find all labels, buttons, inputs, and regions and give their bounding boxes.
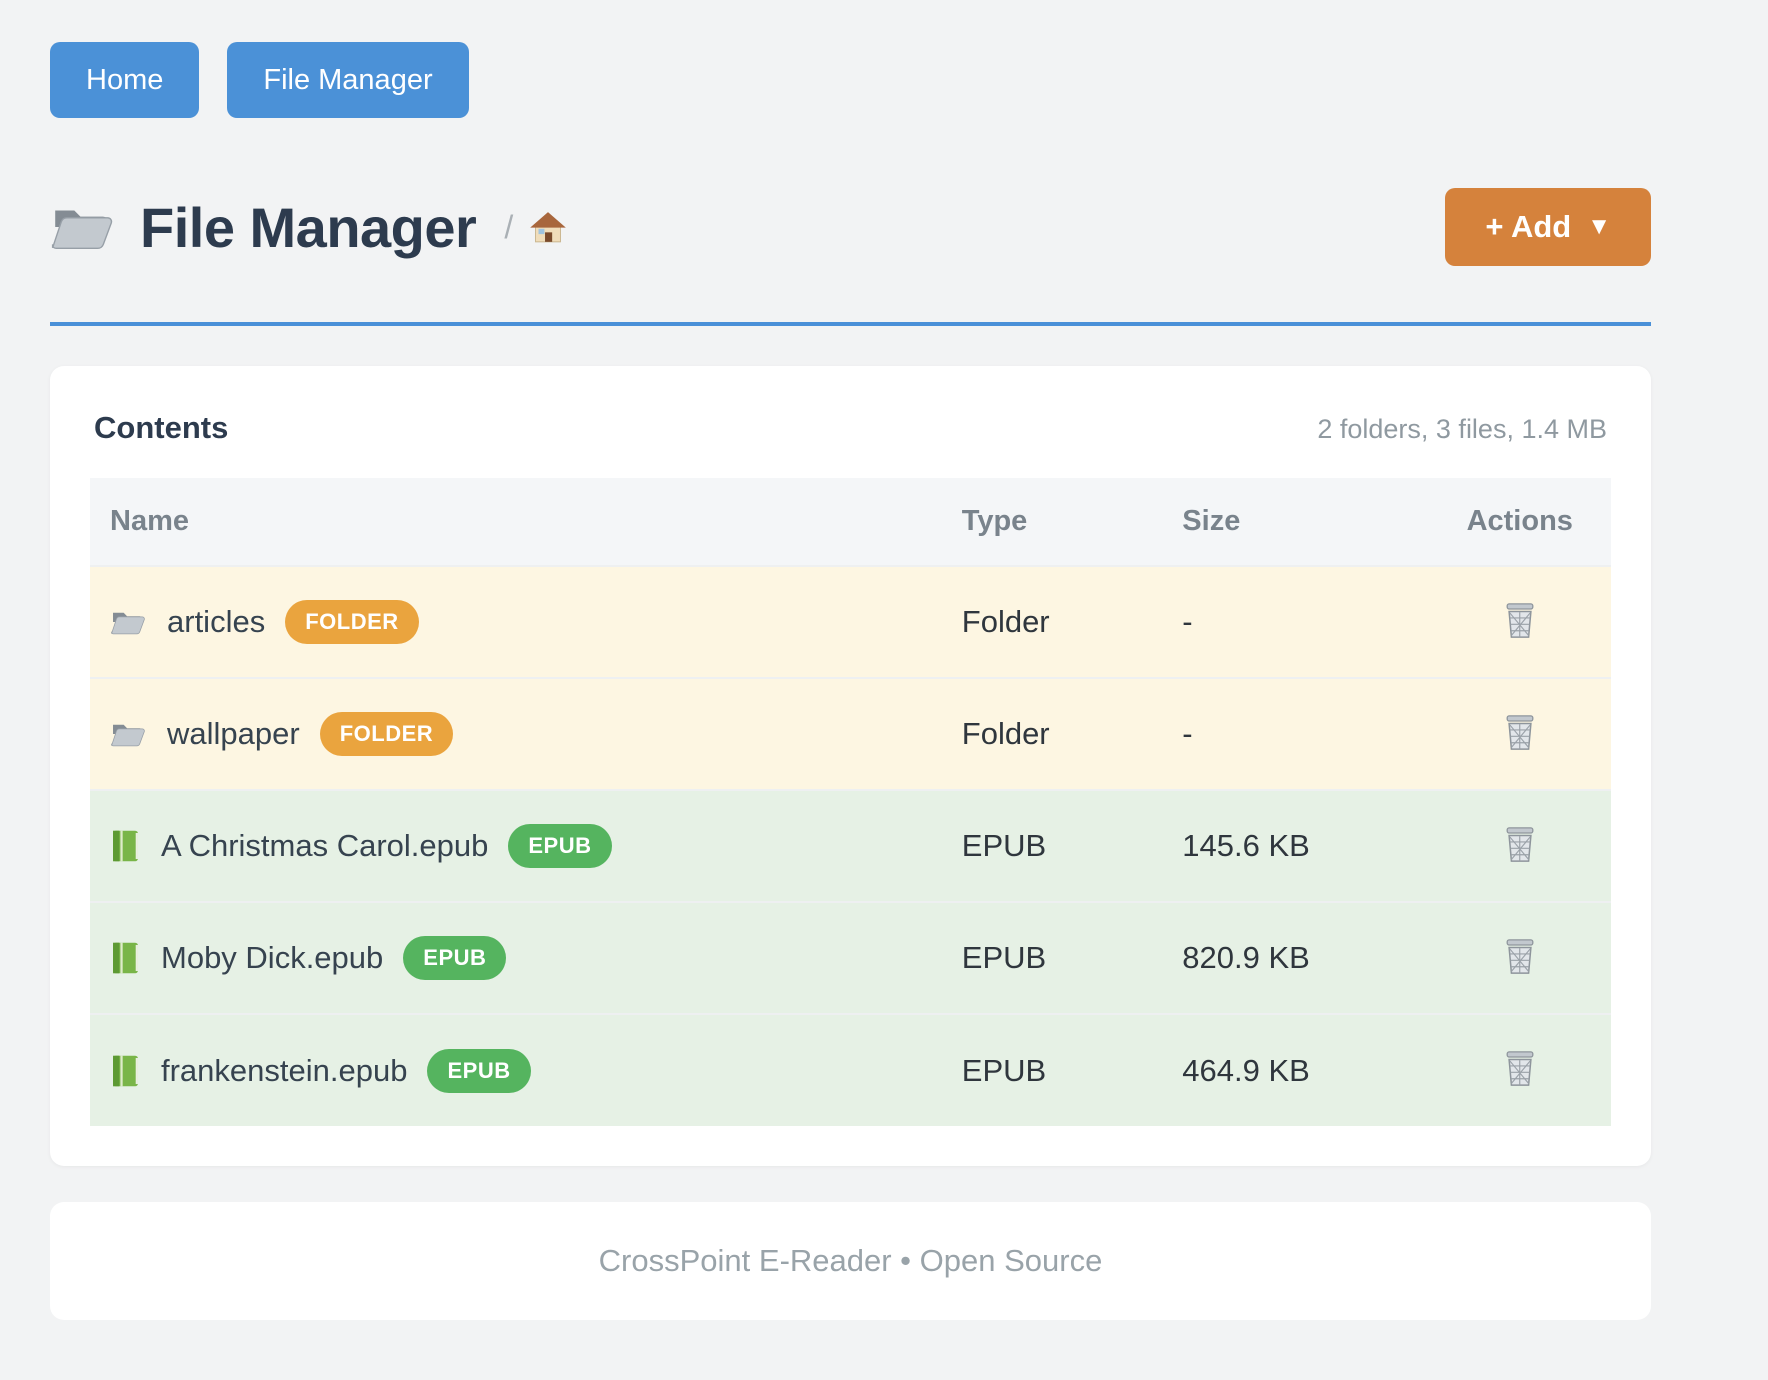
table-row: articles FOLDER Folder - [90,565,1611,678]
home-nav-button[interactable]: Home [50,42,200,118]
column-header-size: Size [1162,478,1429,566]
contents-card-header: Contents 2 folders, 3 files, 1.4 MB [90,410,1611,446]
file-name-link[interactable]: frankenstein.epub [161,1052,408,1088]
epub-badge: EPUB [403,936,507,980]
folder-icon [110,607,147,637]
epub-badge: EPUB [427,1048,531,1093]
file-size: 464.9 KB [1162,1013,1429,1126]
file-size: 820.9 KB [1162,901,1429,1014]
file-type: EPUB [941,901,1163,1014]
delete-button[interactable] [1498,932,1542,984]
trash-icon [1502,1048,1538,1089]
chevron-down-icon: ▼ [1587,213,1611,240]
table-row: wallpaper FOLDER Folder - [90,677,1611,790]
column-header-actions: Actions [1428,478,1611,566]
add-button-label: + Add [1485,209,1572,244]
trash-icon [1502,824,1538,865]
file-type: Folder [941,677,1163,790]
title-divider [50,322,1651,326]
trash-icon [1502,600,1538,641]
folder-badge: FOLDER [319,712,454,756]
add-button[interactable]: + Add ▼ [1445,188,1651,266]
page-header: File Manager / + Add ▼ [50,188,1651,266]
delete-button[interactable] [1498,1044,1542,1096]
breadcrumb-separator: / [504,208,514,245]
file-name-link[interactable]: A Christmas Carol.epub [161,828,489,863]
trash-icon [1502,936,1538,977]
page-title-group: File Manager [50,195,477,260]
epub-badge: EPUB [508,824,612,868]
epub-book-icon [110,941,141,975]
folder-icon [110,719,147,749]
file-name-link[interactable]: Moby Dick.epub [161,940,384,975]
page-title: File Manager [140,195,477,259]
epub-book-icon [110,1054,141,1088]
footer: CrossPoint E-Reader • Open Source [50,1202,1651,1320]
file-type: EPUB [941,1013,1163,1126]
file-size: 145.6 KB [1162,789,1429,902]
delete-button[interactable] [1498,596,1542,648]
breadcrumb: / [504,209,567,246]
file-table: Name Type Size Actions articles FOLDER [90,478,1611,1126]
home-icon [529,209,567,245]
file-name-link[interactable]: articles [167,604,266,639]
contents-heading: Contents [94,410,229,445]
epub-book-icon [110,829,141,863]
page: Home File Manager File Manager / + Add ▼ [50,0,1651,1320]
delete-button[interactable] [1498,708,1542,760]
file-name-link[interactable]: wallpaper [167,716,300,751]
column-header-type: Type [941,478,1163,566]
folder-badge: FOLDER [285,600,419,644]
file-manager-nav-button[interactable]: File Manager [227,42,469,118]
file-type: EPUB [941,789,1163,902]
contents-summary: 2 folders, 3 files, 1.4 MB [1317,414,1607,444]
footer-text: CrossPoint E-Reader • Open Source [598,1243,1103,1278]
table-row: Moby Dick.epub EPUB EPUB 820.9 KB [90,901,1611,1014]
contents-card: Contents 2 folders, 3 files, 1.4 MB Name… [50,366,1651,1166]
delete-button[interactable] [1498,820,1542,872]
trash-icon [1502,712,1538,753]
column-header-name: Name [90,478,942,566]
table-row: frankenstein.epub EPUB EPUB 464.9 KB [90,1013,1611,1126]
file-size: - [1162,565,1429,678]
file-type: Folder [941,565,1163,678]
top-nav: Home File Manager [50,0,1651,118]
folder-title-icon [50,200,116,254]
file-size: - [1162,677,1429,790]
table-row: A Christmas Carol.epub EPUB EPUB 145.6 K… [90,789,1611,902]
breadcrumb-home-link[interactable] [529,209,567,245]
table-header-row: Name Type Size Actions [90,478,1611,566]
